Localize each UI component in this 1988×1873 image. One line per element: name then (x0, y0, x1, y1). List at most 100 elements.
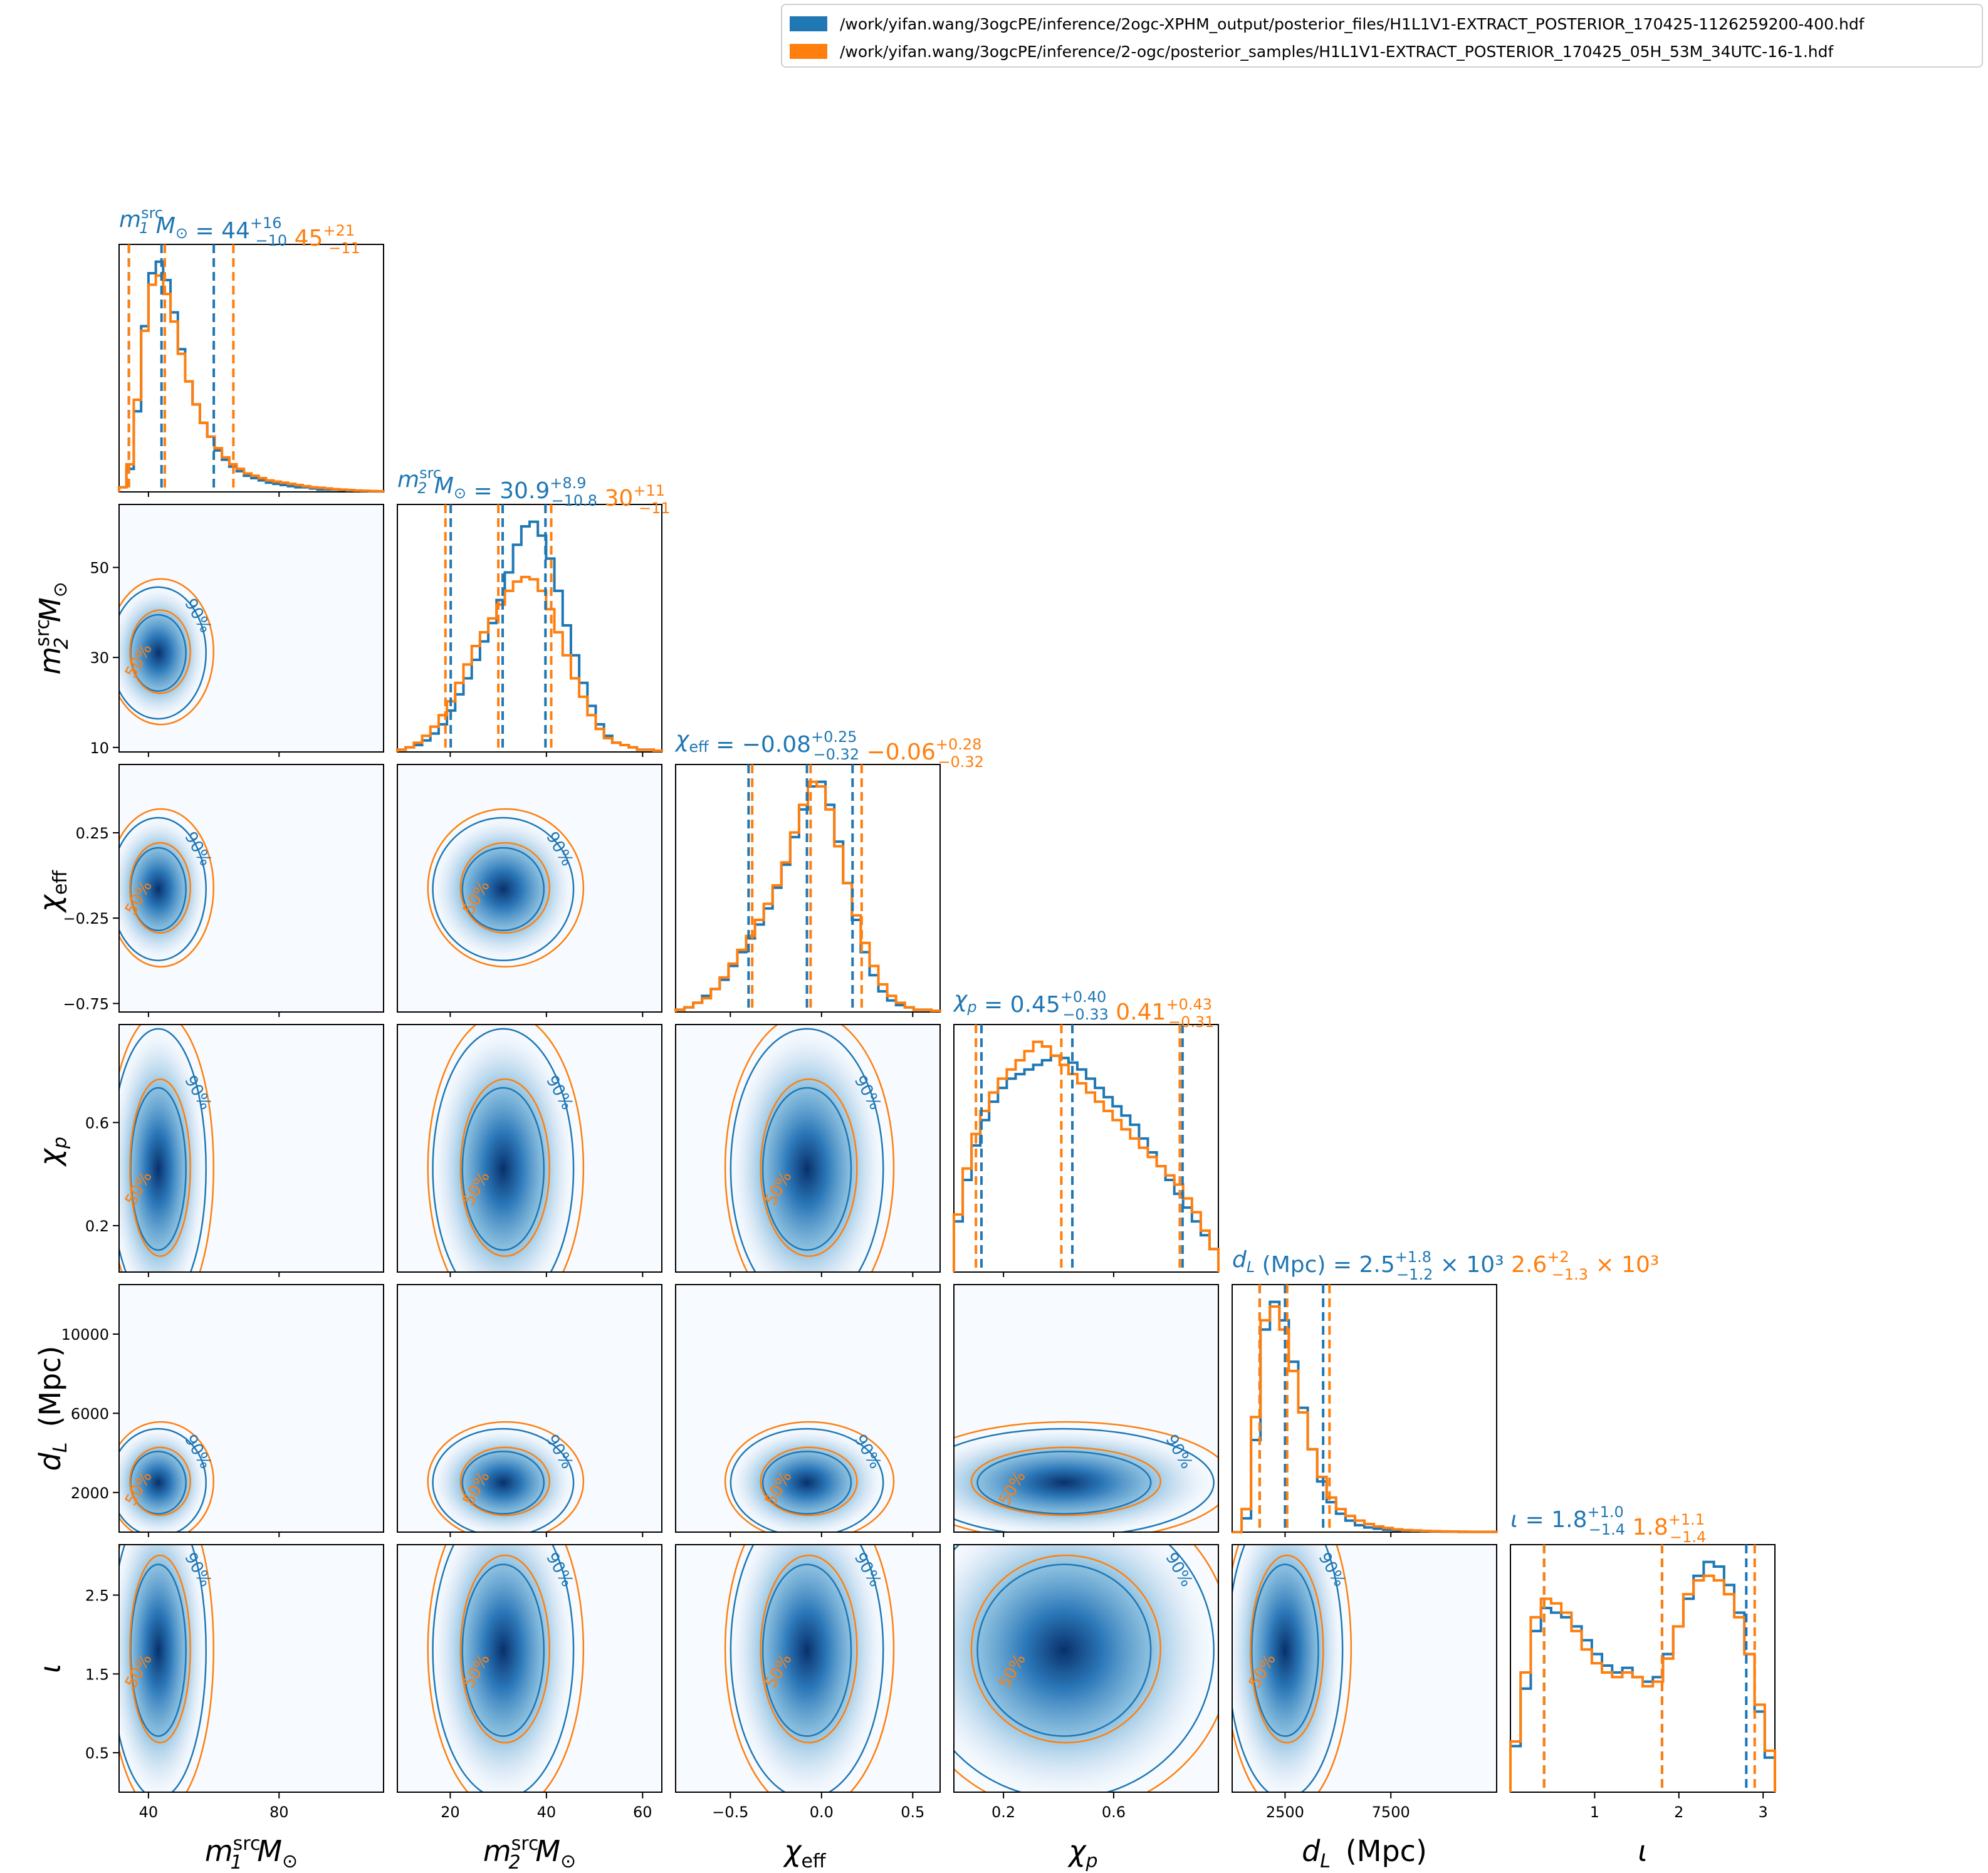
legend-swatch-orange (790, 44, 827, 59)
hist-frame-iota (1510, 1544, 1776, 1793)
panel-frame (397, 764, 662, 1013)
title-part: −1.3 (1552, 1266, 1588, 1283)
title-part: 2.6 (1504, 1252, 1547, 1278)
axis-label-part: m (33, 647, 67, 675)
density-group: 90%50% (119, 1545, 215, 1792)
y-tick-label: 10 (90, 739, 109, 757)
density (429, 1545, 577, 1792)
contour-90-blue (119, 1545, 207, 1792)
contour-90-orange (119, 808, 214, 968)
axis-label-text: χeff (33, 865, 71, 914)
panel-frame (397, 1544, 662, 1793)
contour-90-blue (432, 1028, 575, 1272)
title-part: = 0.45 (977, 992, 1060, 1018)
x-tick-label: 2 (1674, 1803, 1683, 1821)
axis-label-chi_eff: χeff (782, 1834, 827, 1872)
title-part: −0.06 (859, 739, 936, 765)
panel-chi_eff-chi_p: 90%50% (675, 1024, 941, 1273)
title-part: χ (953, 987, 968, 1013)
hist-step-blue (953, 1054, 1220, 1272)
contour-50-orange (459, 1446, 550, 1516)
panel-frame (118, 1544, 384, 1793)
panel-m1-chi_eff: 90%50% (118, 764, 384, 1013)
panel-frame (118, 764, 384, 1013)
panel-frame (118, 1284, 384, 1533)
x-tick-label: 0.5 (901, 1803, 924, 1821)
hist-step-orange (953, 1040, 1220, 1272)
panel-frame (953, 1544, 1219, 1793)
contour-90-blue (730, 1028, 884, 1272)
title-part: +0.43 (1166, 996, 1212, 1013)
hist-step-orange (1509, 1574, 1776, 1792)
x-tick-label: 60 (633, 1803, 652, 1821)
axis-label-part: p (1086, 1850, 1098, 1872)
title-part: ⊙ (175, 224, 188, 242)
title-part: = 30.9 (466, 478, 550, 504)
density (726, 1426, 887, 1532)
legend: /work/yifan.wang/3ogcPE/inference/2ogc-X… (781, 4, 1983, 68)
title-part: −1.4 (1670, 1528, 1706, 1546)
panel-m1-chi_p: 90%50% (118, 1024, 384, 1273)
y-tick-label: 2.5 (85, 1587, 109, 1605)
title-part: 45 (287, 226, 323, 251)
hist-step-orange (674, 780, 941, 1013)
axis-label-part: ⊙ (560, 1850, 576, 1872)
panel-m1-dL: 90%50% (118, 1284, 384, 1533)
contour-90-orange (119, 578, 214, 726)
title-part: −1.2 (1396, 1266, 1433, 1283)
x-tick-label: 3 (1759, 1803, 1768, 1821)
axis-label-text: msrc2 M⊙ (32, 582, 73, 674)
contour-50-blue (761, 1087, 852, 1251)
contour-90-orange (427, 1025, 585, 1272)
panel-frame (118, 1024, 384, 1273)
axis-label-part: m (483, 1834, 511, 1868)
contour-90-orange (119, 1545, 214, 1792)
density-group: 90%50% (1232, 1545, 1352, 1792)
axis-label-part: (Mpc) (1336, 1834, 1427, 1868)
density (1232, 1545, 1346, 1792)
density (429, 1426, 577, 1532)
x-tick-label: 1 (1590, 1803, 1599, 1821)
axis-label-part (1098, 1834, 1104, 1868)
panel-frame (1232, 1544, 1497, 1793)
contour-90-blue (954, 1427, 1215, 1532)
density-group: 90%50% (119, 578, 215, 726)
title-part: +0.25 (811, 728, 857, 746)
x-tick-label: 80 (269, 1803, 289, 1821)
axis-label-part (521, 1834, 526, 1868)
contour-50-orange (970, 1446, 1161, 1516)
y-tick-label: 1.5 (85, 1666, 109, 1683)
x-tick-label: 40 (139, 1803, 159, 1821)
contour-50-orange (129, 1446, 191, 1516)
contour-50-orange (129, 842, 191, 934)
x-tick-label: −0.5 (712, 1803, 748, 1821)
title-part: χ (674, 727, 690, 753)
title-part: src (141, 204, 163, 222)
axis-label-part: src (32, 619, 54, 647)
axis-label-m2: msrc2 M⊙ (32, 582, 73, 674)
title-part: ⊙ (454, 484, 466, 502)
title-part: 1.8 (1625, 1515, 1668, 1540)
contour-50-orange (459, 1078, 550, 1257)
legend-swatch-blue (790, 16, 827, 31)
y-tick-label: 2000 (71, 1484, 109, 1502)
contour-90-orange (954, 1421, 1218, 1532)
density-group: 90%50% (427, 1545, 585, 1792)
contour-90-blue (730, 1545, 884, 1792)
axis-label-text: ι (33, 1664, 67, 1674)
contour-90-blue (1232, 1545, 1344, 1792)
legend-label: /work/yifan.wang/3ogcPE/inference/2-ogc/… (840, 42, 1834, 61)
title-part: eff (689, 738, 709, 756)
x-tick-label: 0.2 (991, 1803, 1015, 1821)
hist-step-blue (1232, 1300, 1498, 1533)
panel-m2-chi_p: 90%50% (397, 1024, 662, 1273)
axis-label-text: χp (33, 1131, 71, 1167)
axis-label-part: 1 (230, 1852, 242, 1873)
contour-90-blue (119, 586, 207, 720)
contour-50-blue (976, 1451, 1152, 1515)
title-part: (Mpc) = 2.5 (1255, 1252, 1395, 1278)
axis-label-m1: msrc 1 M⊙ (205, 1833, 298, 1873)
contour-90-orange (427, 808, 585, 968)
density (119, 1426, 209, 1532)
